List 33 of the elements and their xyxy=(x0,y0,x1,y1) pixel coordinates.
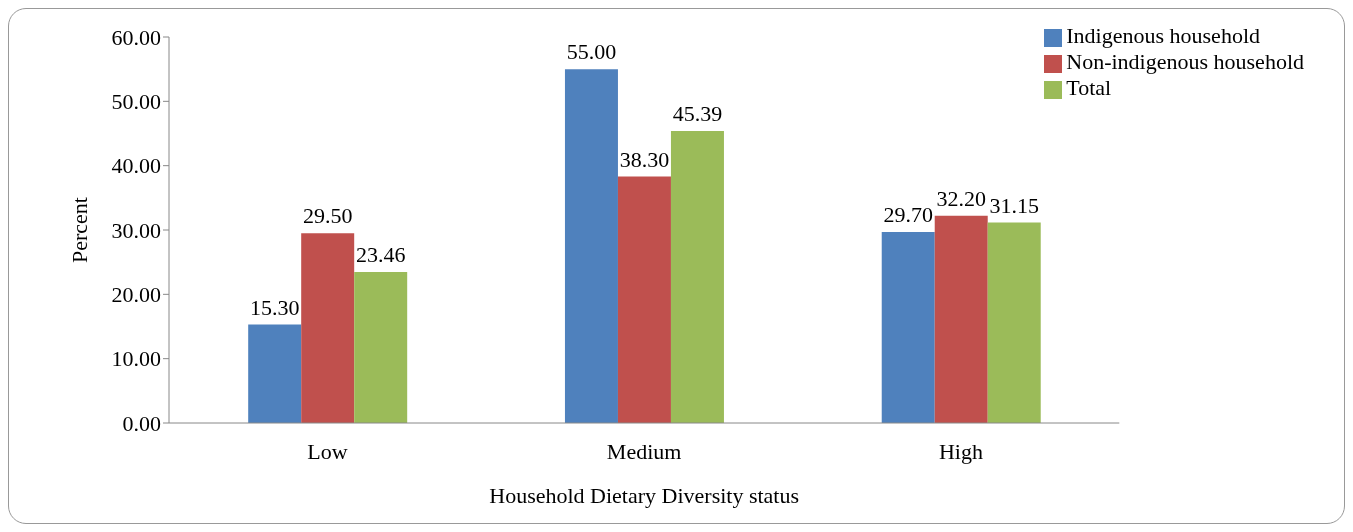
bar xyxy=(564,69,618,423)
y-tick-label: 40.00 xyxy=(111,153,161,179)
bar xyxy=(617,176,671,423)
bar xyxy=(354,272,408,423)
y-tick-label: 10.00 xyxy=(111,346,161,372)
data-label: 32.20 xyxy=(936,185,986,211)
y-axis-title: Percent xyxy=(66,197,92,263)
y-tick-label: 30.00 xyxy=(111,217,161,243)
data-label: 55.00 xyxy=(566,39,617,65)
x-tick-label: Low xyxy=(307,438,348,464)
bar xyxy=(301,233,355,423)
x-tick-label: High xyxy=(938,438,983,464)
y-tick-label: 50.00 xyxy=(111,89,161,115)
data-label: 31.15 xyxy=(989,192,1039,218)
data-label: 15.30 xyxy=(249,294,300,320)
y-tick-label: 20.00 xyxy=(111,282,161,308)
x-tick-label: Medium xyxy=(606,438,682,464)
data-label: 29.70 xyxy=(883,201,933,227)
bar xyxy=(248,324,302,423)
y-tick-label: 60.00 xyxy=(111,24,161,50)
bar xyxy=(881,231,935,423)
legend-label: Non-indigenous household xyxy=(1066,49,1304,74)
data-label: 38.30 xyxy=(619,146,670,172)
x-axis-title: Household Dietary Diversity status xyxy=(489,483,800,508)
legend-label: Indigenous household xyxy=(1066,23,1260,48)
data-label: 45.39 xyxy=(672,100,723,126)
bar xyxy=(987,222,1041,423)
bar xyxy=(670,130,724,423)
bar xyxy=(934,215,988,423)
data-label: 23.46 xyxy=(355,242,406,268)
legend-label: Total xyxy=(1066,75,1112,100)
data-label: 29.50 xyxy=(302,203,353,229)
y-tick-label: 0.00 xyxy=(122,410,161,436)
